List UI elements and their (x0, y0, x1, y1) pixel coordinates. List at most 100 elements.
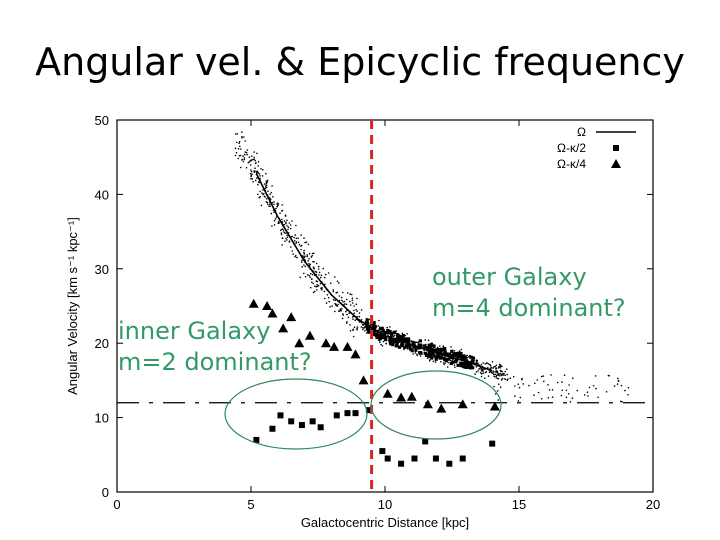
kappa2-point (298, 422, 305, 429)
particle-dot (540, 375, 543, 378)
kappa4-point (329, 341, 340, 351)
particle-clump (390, 333, 394, 337)
particle-dot (336, 280, 339, 283)
particle-dot (491, 361, 494, 363)
particle-dot (316, 283, 318, 286)
particle-dot (493, 385, 495, 388)
particle-dot (334, 302, 336, 305)
particle-dot (360, 326, 363, 328)
particle-clump (450, 349, 454, 353)
particle-dot (244, 140, 246, 142)
particle-dot (306, 255, 309, 258)
particle-dot (497, 367, 500, 369)
particle-dot (283, 231, 286, 234)
particle-dot (588, 386, 591, 389)
particle-clump (444, 358, 448, 363)
annotation-outer-galaxy: outer Galaxy m=4 dominant? (432, 262, 626, 324)
particle-clump (377, 334, 381, 338)
particle-dot (250, 169, 252, 171)
particle-dot (327, 272, 330, 274)
particle-dot (243, 157, 246, 159)
particle-dot (285, 232, 287, 234)
particle-dot (605, 391, 608, 393)
particle-dot (275, 207, 277, 210)
particle-dot (299, 276, 302, 279)
particle-dot (251, 178, 254, 180)
kappa2-point (352, 410, 359, 417)
particle-dot (454, 366, 456, 369)
particle-dot (308, 262, 310, 265)
particle-clump (372, 321, 376, 325)
particle-dot (358, 312, 361, 314)
particle-dot (617, 377, 619, 380)
particle-dot (491, 372, 494, 375)
particle-dot (300, 245, 302, 247)
particle-dot (504, 370, 507, 373)
particle-dot (377, 325, 380, 327)
particle-dot (286, 219, 288, 222)
particle-dot (242, 155, 244, 157)
particle-dot (561, 381, 563, 383)
particle-dot (298, 243, 301, 246)
particle-clump (434, 357, 438, 361)
particle-dot (485, 370, 488, 373)
particle-dot (296, 256, 298, 259)
particle-clump (395, 333, 400, 337)
particle-dot (265, 172, 267, 175)
particle-dot (509, 377, 512, 380)
particle-dot (316, 289, 318, 291)
particle-clump (471, 366, 475, 370)
particle-dot (568, 384, 570, 386)
particle-dot (280, 233, 283, 236)
particle-dot (243, 136, 245, 138)
particle-dot (621, 400, 623, 403)
particle-clump (398, 335, 403, 339)
particle-dot (561, 389, 563, 392)
particle-dot (415, 341, 418, 344)
particle-clump (401, 334, 405, 338)
particle-dot (494, 373, 497, 376)
particle-dot (351, 293, 353, 296)
particle-dot (338, 310, 341, 312)
particle-dot (352, 329, 354, 332)
particle-dot (265, 181, 268, 184)
particle-dot (366, 332, 368, 334)
particle-dot (250, 178, 252, 180)
particle-dot (329, 282, 332, 285)
particle-dot (238, 142, 240, 144)
particle-dot (340, 309, 343, 312)
particle-dot (619, 400, 622, 403)
particle-dot (498, 373, 500, 375)
particle-clump (452, 352, 456, 356)
particle-clump (380, 334, 384, 338)
particle-dot (273, 203, 275, 206)
particle-dot (393, 334, 396, 337)
particle-dot (481, 373, 483, 375)
particle-dot (501, 374, 503, 377)
particle-dot (613, 385, 616, 387)
particle-dot (495, 364, 498, 367)
particle-clump (401, 337, 405, 341)
particle-dot (514, 385, 516, 387)
particle-dot (450, 346, 452, 348)
particle-dot (253, 151, 255, 153)
particle-dot (262, 193, 264, 196)
particle-dot (506, 379, 509, 382)
particle-clump (419, 351, 423, 355)
particle-dot (349, 330, 352, 332)
particle-dot (496, 370, 499, 373)
particle-clump (411, 341, 415, 345)
x-tick-label: 15 (512, 497, 526, 512)
particle-dot (576, 389, 579, 392)
particle-clump (432, 354, 436, 358)
outer-galaxy-ellipse (370, 370, 502, 440)
particle-dot (303, 251, 305, 254)
particle-clump (456, 354, 460, 359)
particle-dot (248, 160, 251, 163)
particle-dot (499, 375, 501, 377)
particle-clump (469, 366, 473, 370)
particle-dot (311, 273, 314, 276)
particle-dot (487, 363, 490, 365)
particle-dot (269, 198, 272, 200)
